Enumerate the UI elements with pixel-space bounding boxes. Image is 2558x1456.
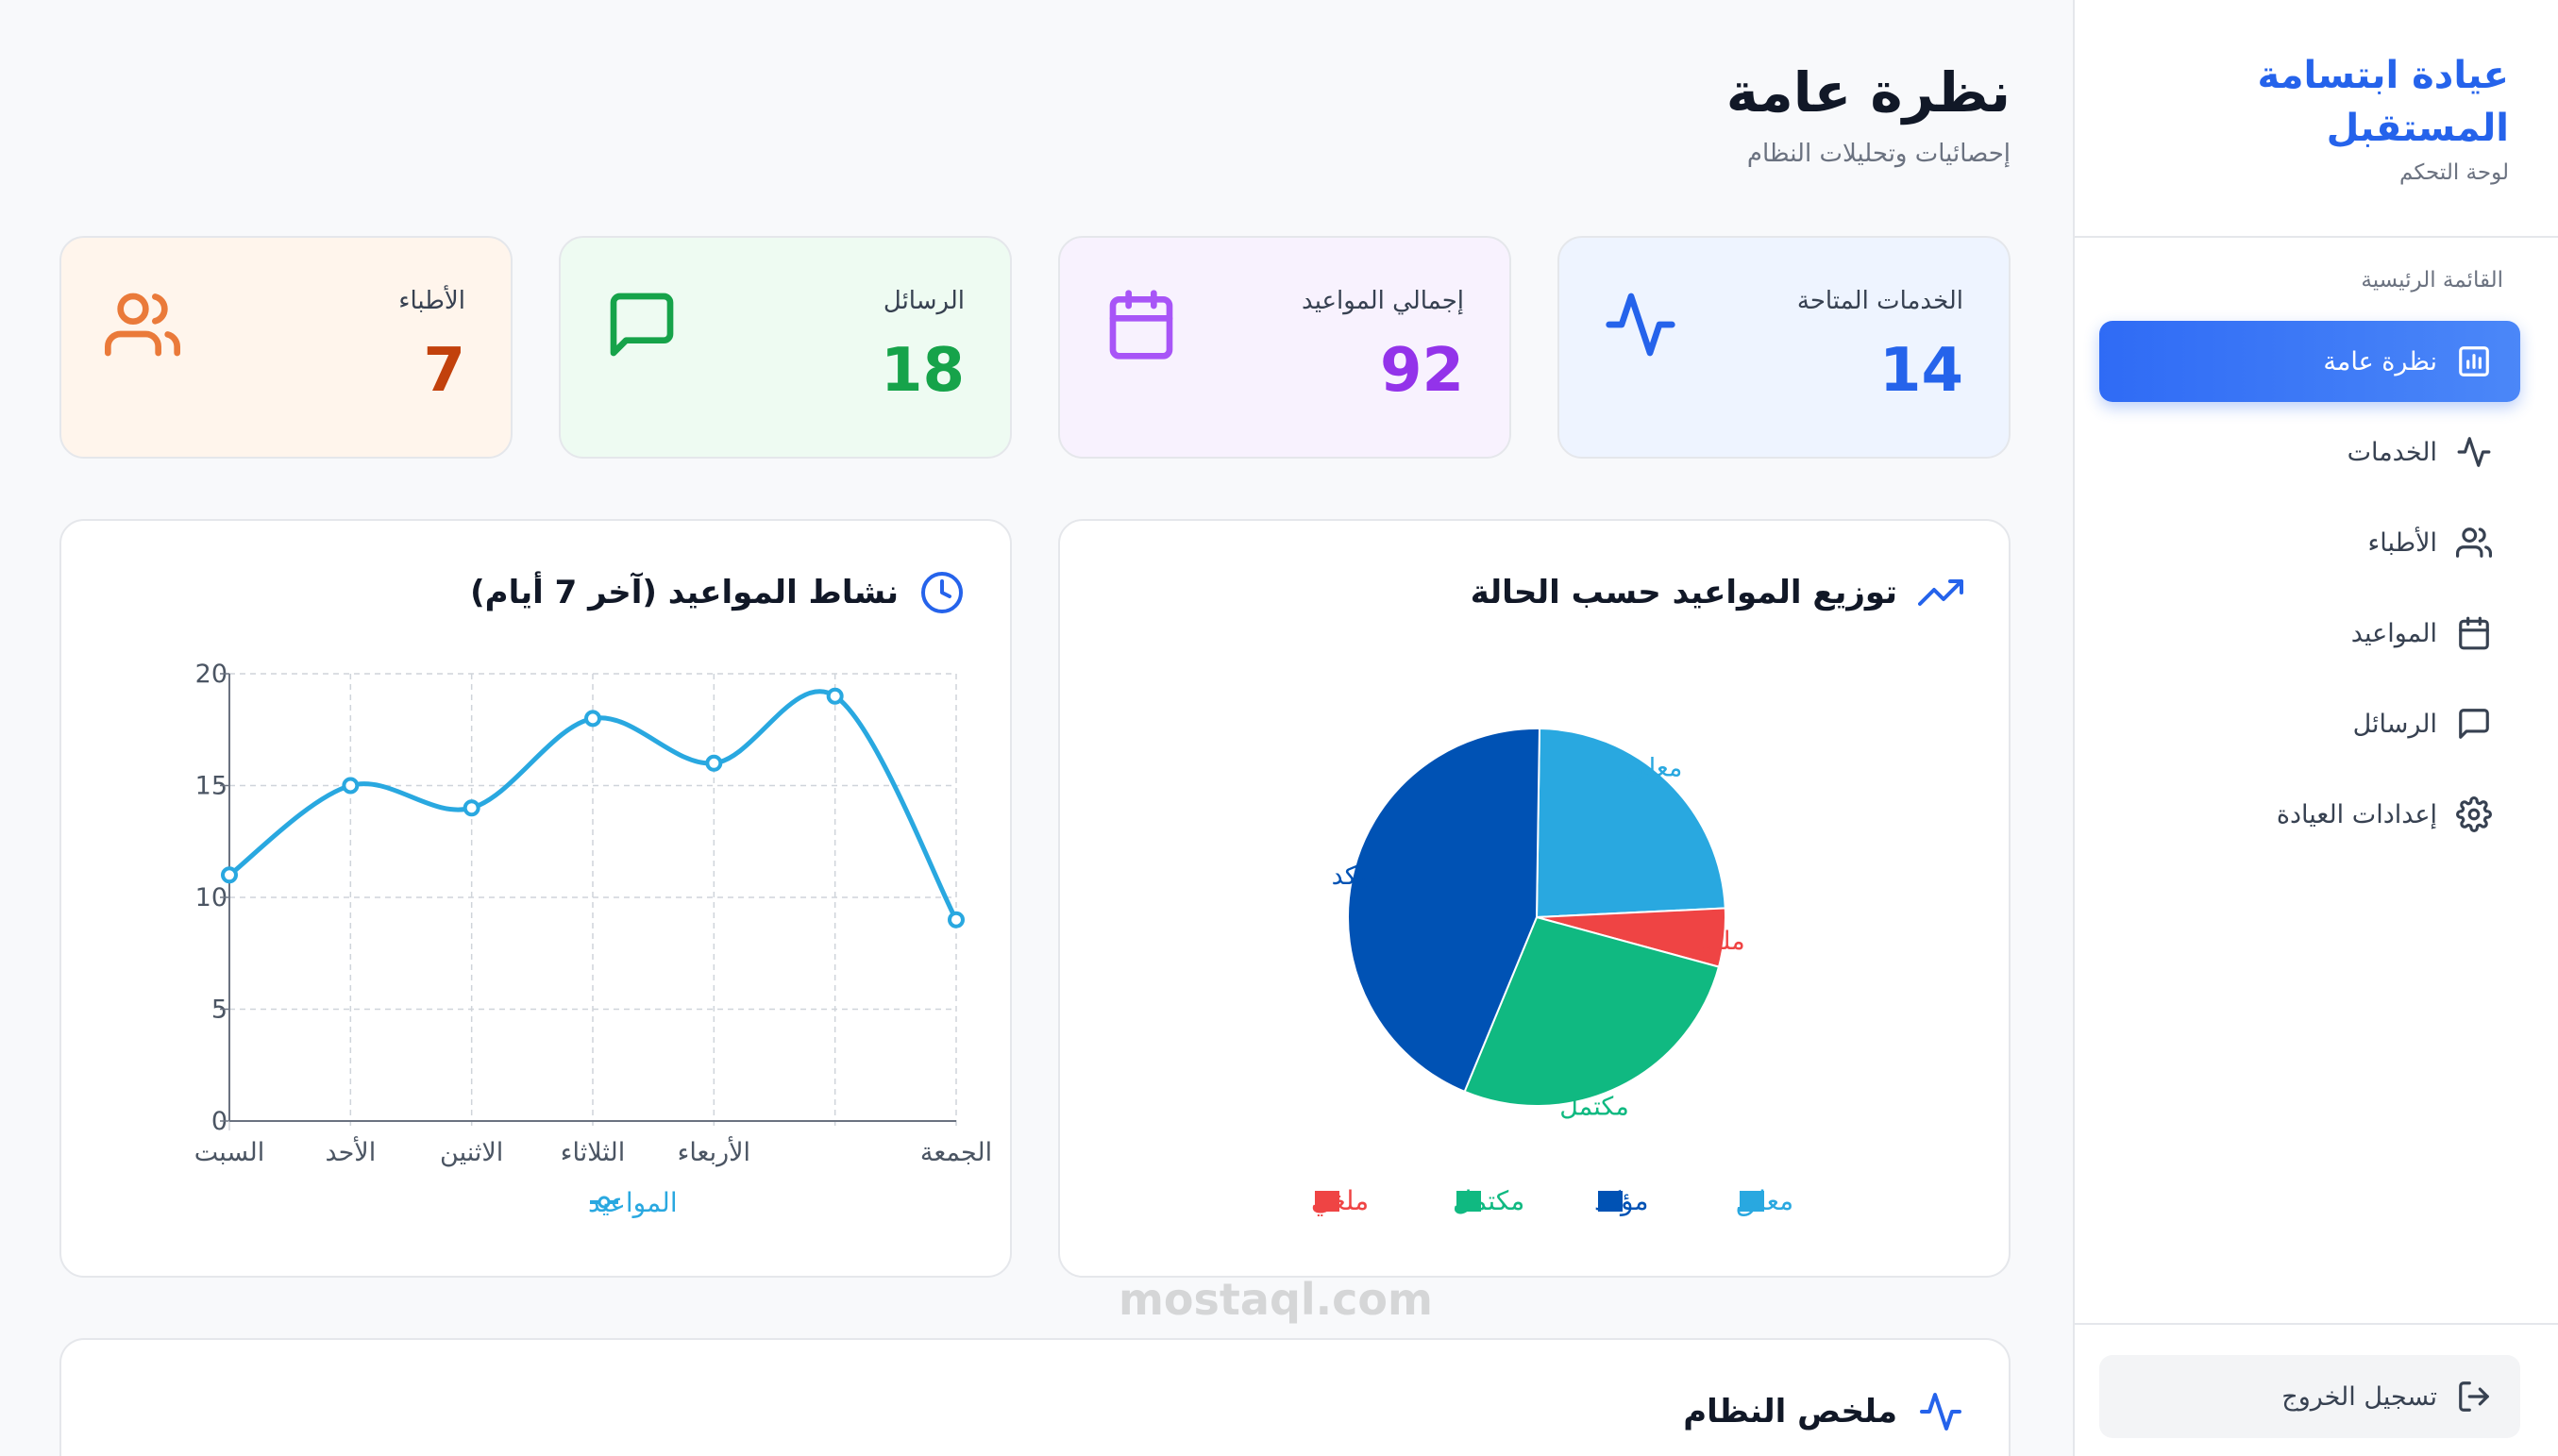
legend-label[interactable]: ملغي: [1311, 1185, 1369, 1216]
sidebar-item-label: الرسائل: [2352, 709, 2437, 739]
data-point[interactable]: [948, 911, 965, 929]
y-tick-label: 5: [211, 996, 227, 1025]
data-point[interactable]: [221, 866, 238, 884]
pie-panel-title: توزيع المواعيد حسب الحالة: [1471, 570, 1963, 615]
line-chart-panel: نشاط المواعيد (آخر 7 أيام) 0 5 10 15 20 السبت…: [59, 519, 1012, 1278]
data-point[interactable]: [463, 799, 480, 817]
logout-label: تسجيل الخروج: [2281, 1381, 2437, 1412]
legend-swatch: [1315, 1191, 1339, 1212]
pie-slice[interactable]: [1463, 915, 1721, 1107]
stat-value: 92: [1379, 336, 1464, 406]
x-tick-label: الأربعاء: [678, 1135, 750, 1167]
legend-swatch: [1740, 1191, 1764, 1212]
sidebar-item-messages[interactable]: الرسائل: [2099, 683, 2520, 764]
x-tick-label: الأحد: [325, 1135, 376, 1167]
data-point[interactable]: [584, 710, 601, 728]
sidebar-item-doctors[interactable]: الأطباء: [2099, 502, 2520, 583]
line-panel-title: نشاط المواعيد (آخر 7 أيام): [470, 570, 965, 615]
watermark: mostaql.com: [1119, 1274, 1433, 1325]
gear-icon: [2456, 796, 2492, 832]
stat-label: الرسائل: [883, 287, 965, 315]
summary-panel: ملخص النظام: [59, 1338, 2011, 1456]
stat-label: الأطباء: [398, 287, 465, 315]
bar-chart-icon: [2459, 346, 2489, 377]
brand: عيادة ابتسامة المستقبل لوحة التحكم: [2112, 49, 2509, 185]
sidebar-item-appointments[interactable]: المواعيد: [2099, 593, 2520, 674]
pie-slice-label: مؤكد: [1332, 862, 1384, 891]
pie-slice-label: مكتمل: [1559, 1092, 1629, 1121]
activity-icon: [1920, 1393, 1961, 1431]
pie-slice-label: ملغي: [1690, 927, 1745, 956]
stat-card-doctors: الأطباء 7: [59, 236, 513, 459]
stat-card-services: الخدمات المتاحة 14: [1557, 236, 2011, 459]
logout-icon: [2459, 1381, 2489, 1412]
sidebar-item-label: الأطباء: [2367, 527, 2437, 558]
stat-label: الخدمات المتاحة: [1796, 287, 1963, 315]
line-panel-title-text: نشاط المواعيد (آخر 7 أيام): [470, 574, 899, 611]
x-tick-label: الثلاثاء: [561, 1138, 625, 1167]
sidebar-menu: نظرة عامة الخدمات الأطباء المواعيد الرسا…: [2099, 321, 2520, 864]
sidebar-item-label: إعدادات العيادة: [2276, 799, 2437, 829]
pie-chart: معلق ملغي مكتمل مؤكد معلق مؤكد مكتمل ملغي: [1311, 728, 1793, 1216]
sidebar-bottom-divider: [2075, 1323, 2558, 1325]
sidebar-divider: [2075, 236, 2558, 238]
stat-card-appointments: إجمالي المواعيد 92: [1058, 236, 1511, 459]
activity-icon: [2457, 437, 2491, 467]
x-tick-label: السبت: [194, 1138, 264, 1167]
pie-slice-label: معلق: [1626, 753, 1682, 782]
sidebar-item-services[interactable]: الخدمات: [2099, 411, 2520, 493]
y-tick-label: 0: [211, 1107, 227, 1136]
legend-label[interactable]: معلق: [1736, 1185, 1793, 1216]
message-icon: [610, 293, 674, 357]
users-icon: [2456, 527, 2492, 558]
stat-value: 18: [880, 336, 965, 406]
data-point[interactable]: [342, 777, 360, 795]
menu-heading: القائمة الرئيسية: [2361, 268, 2503, 293]
legend-swatch: [1598, 1191, 1623, 1212]
stat-value: 14: [1878, 336, 1963, 406]
sidebar-item-label: المواعيد: [2350, 618, 2437, 648]
stat-card-messages: الرسائل 18: [559, 236, 1012, 459]
sidebar: عيادة ابتسامة المستقبل لوحة التحكم القائ…: [2073, 0, 2558, 1456]
stat-value: 7: [423, 336, 465, 406]
legend-marker: [597, 1196, 611, 1209]
legend-label[interactable]: المواعيد: [588, 1187, 678, 1218]
x-tick-label: الجمعة: [920, 1138, 992, 1167]
pie-panel-title-text: توزيع المواعيد حسب الحالة: [1470, 574, 1897, 611]
pie-slice[interactable]: [1535, 728, 1726, 919]
legend-swatch: [1456, 1191, 1481, 1212]
summary-panel-title-text: ملخص النظام: [1683, 1393, 1897, 1431]
brand-title: عيادة ابتسامة المستقبل: [2257, 54, 2509, 150]
sidebar-item-label: نظرة عامة: [2323, 346, 2437, 377]
data-point[interactable]: [705, 754, 723, 772]
clock-icon: [921, 572, 963, 613]
calendar-icon: [1109, 290, 1173, 360]
calendar-icon: [2459, 616, 2489, 650]
sidebar-item-label: الخدمات: [2347, 437, 2437, 467]
data-point[interactable]: [826, 687, 844, 705]
users-icon: [105, 293, 180, 357]
sidebar-item-settings[interactable]: إعدادات العيادة: [2099, 774, 2520, 855]
legend-label[interactable]: مؤكد: [1594, 1185, 1649, 1216]
activity-icon: [1606, 293, 1675, 357]
page-subtitle: إحصائيات وتحليلات النظام: [1746, 140, 2011, 168]
summary-panel-title: ملخص النظام: [1683, 1389, 1963, 1434]
page-title: نظرة عامة: [1725, 60, 2011, 125]
brand-subtitle: لوحة التحكم: [2399, 160, 2509, 185]
x-tick-label: الاثنين: [440, 1138, 503, 1167]
legend-label[interactable]: مكتمل: [1453, 1185, 1524, 1216]
pie-slice[interactable]: [1347, 728, 1541, 1094]
message-icon: [2459, 709, 2489, 739]
sidebar-item-overview[interactable]: نظرة عامة: [2099, 321, 2520, 402]
pie-chart-panel: توزيع المواعيد حسب الحالة معلق ملغي مكتمل م…: [1058, 519, 2011, 1278]
logout-button[interactable]: تسجيل الخروج: [2099, 1355, 2520, 1438]
stat-label: إجمالي المواعيد: [1302, 287, 1464, 315]
trending-up-icon: [1918, 579, 1963, 606]
